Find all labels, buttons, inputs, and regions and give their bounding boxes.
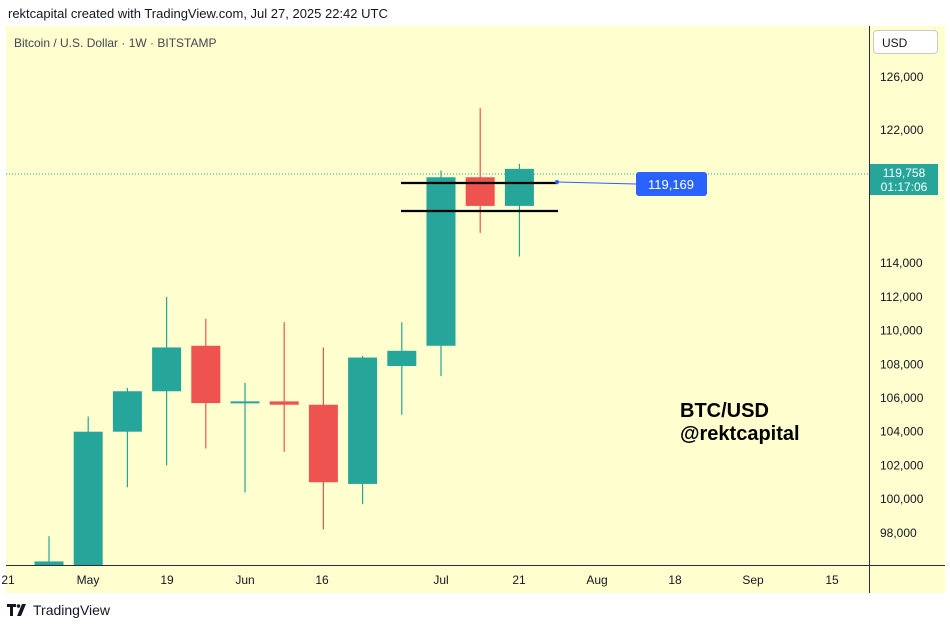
- price-axis-tick-label: 122,000: [880, 123, 924, 137]
- price-axis-tick-label: 106,000: [880, 391, 924, 405]
- time-axis-tick-label: 18: [668, 573, 682, 587]
- time-axis-tick-label: May: [77, 573, 100, 587]
- candle-body: [426, 177, 456, 346]
- candle-body: [230, 401, 260, 404]
- time-axis-tick-label: Sep: [742, 573, 764, 587]
- candle-body: [112, 391, 142, 432]
- candle-body: [308, 404, 338, 483]
- candle-body: [465, 177, 495, 206]
- candle-body: [152, 347, 182, 392]
- candle-body: [73, 431, 103, 565]
- price-axis-tick-label: 108,000: [880, 357, 924, 371]
- time-axis-tick-label: 19: [160, 573, 174, 587]
- tradingview-logo[interactable]: TradingView: [7, 602, 110, 618]
- target-connector-line: [556, 181, 637, 185]
- watermark-line2: @rektcapital: [680, 423, 800, 445]
- current-price-tag: 119,758 01:17:06: [870, 164, 938, 195]
- price-axis-tick-label: 104,000: [880, 425, 924, 439]
- time-axis-tick-label: 21: [512, 573, 526, 587]
- watermark: BTC/USD @rektcapital: [680, 400, 800, 446]
- target-label-box: [636, 172, 707, 196]
- time-axis[interactable]: [6, 566, 869, 593]
- time-axis-tick-label: 16: [315, 573, 329, 587]
- time-axis-tick-label: Jun: [235, 573, 254, 587]
- candle-body: [504, 168, 534, 206]
- price-axis-tick-label: 102,000: [880, 458, 924, 472]
- price-axis-tick-label: 100,000: [880, 492, 924, 506]
- price-axis-tick-label: 112,000: [880, 290, 923, 304]
- tradingview-brand: TradingView: [33, 602, 111, 618]
- currency-button[interactable]: USD: [873, 30, 938, 54]
- price-axis-tick-label: 110,000: [880, 324, 923, 338]
- price-axis-tick-label: 126,000: [880, 70, 924, 84]
- candle-body: [348, 357, 378, 484]
- symbol-title: Bitcoin / U.S. Dollar · 1W · BITSTAMP: [14, 36, 217, 50]
- price-axis-tick-label: 114,000: [880, 256, 923, 270]
- candle-countdown: 01:17:06: [880, 180, 928, 194]
- watermark-line1: BTC/USD: [680, 400, 769, 422]
- current-price-value: 119,758: [882, 166, 926, 180]
- time-axis-tick-label: 21: [1, 573, 15, 587]
- candle-body: [269, 401, 299, 405]
- price-axis-border: [869, 26, 870, 593]
- time-axis-border: [6, 565, 945, 566]
- candles-group: [34, 108, 534, 565]
- time-axis-tick-label: Aug: [586, 573, 607, 587]
- axis-corner: [870, 566, 945, 593]
- chart-credit-header: rektcapital created with TradingView.com…: [8, 6, 388, 21]
- time-axis-tick-label: 15: [825, 573, 839, 587]
- candle-body: [191, 345, 221, 404]
- candle-body: [387, 350, 417, 366]
- time-axis-tick-label: Jul: [433, 573, 448, 587]
- target-label-text: 119,169: [648, 177, 694, 192]
- candle-body: [34, 561, 64, 565]
- tradingview-icon: [7, 604, 26, 616]
- price-axis-tick-label: 98,000: [880, 526, 917, 540]
- price-axis[interactable]: [870, 26, 945, 566]
